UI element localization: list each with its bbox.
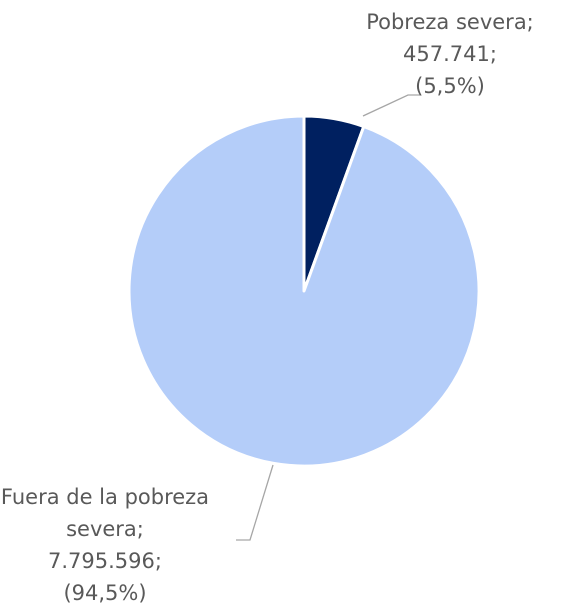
leader-line — [362, 94, 420, 117]
percent-label: (5,5%) — [415, 74, 485, 98]
value-label: 457.741; — [403, 42, 497, 66]
value-label: 7.795.596; — [48, 549, 162, 573]
leader-line — [236, 464, 274, 541]
data-label: Pobreza severa; 457.741; (5,5%) — [340, 6, 560, 102]
percent-label: (94,5%) — [63, 581, 147, 605]
category-label: Pobreza severa; — [366, 10, 534, 34]
pie-slice — [127, 114, 481, 468]
category-label: Fuera de la pobreza severa; — [0, 485, 210, 541]
data-label: Fuera de la pobreza severa; 7.795.596; (… — [0, 481, 210, 609]
